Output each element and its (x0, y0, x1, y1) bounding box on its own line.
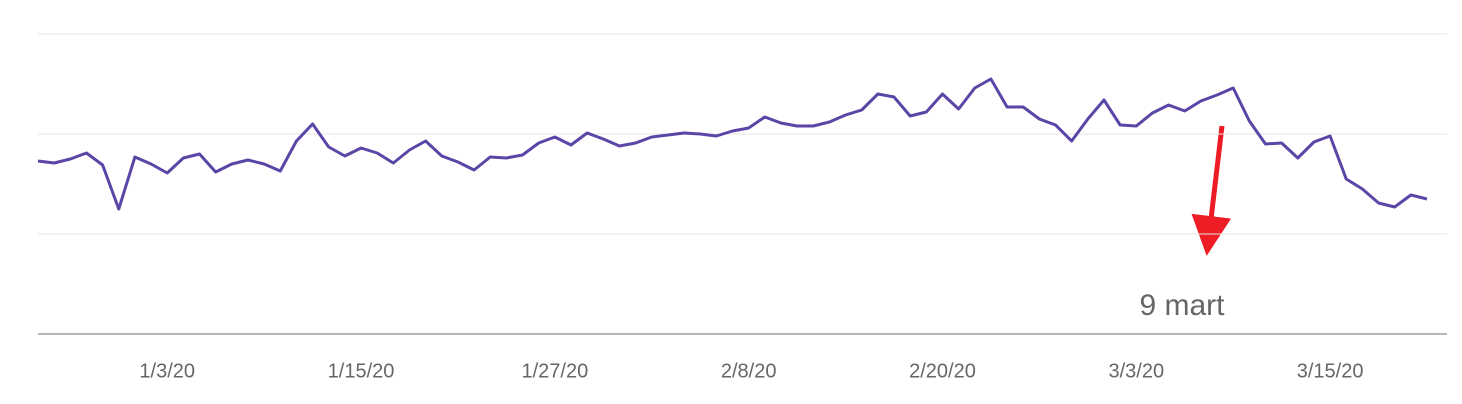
x-tick-label: 1/27/20 (521, 360, 588, 382)
x-tick-label: 2/20/20 (909, 360, 976, 382)
x-tick-label: 3/15/20 (1297, 360, 1364, 382)
x-tick-label: 2/8/20 (721, 360, 777, 382)
x-tick-label: 1/15/20 (328, 360, 395, 382)
x-tick-label: 1/3/20 (139, 360, 195, 382)
arrow (1191, 125, 1232, 256)
x-tick-label: 3/3/20 (1108, 360, 1164, 382)
line (37, 77, 1428, 211)
annotation: 9 mart (1139, 289, 1225, 322)
